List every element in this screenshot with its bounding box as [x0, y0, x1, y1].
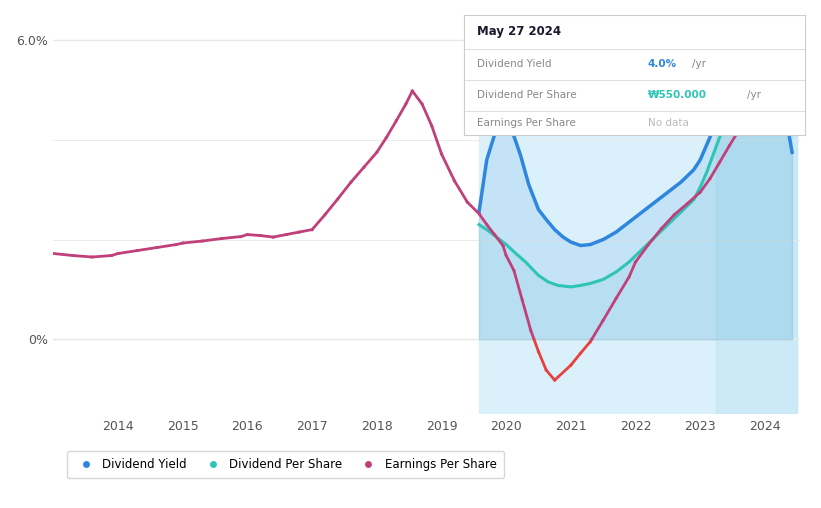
Text: /yr: /yr [692, 59, 706, 69]
Text: /yr: /yr [746, 90, 761, 100]
Legend: Dividend Yield, Dividend Per Share, Earnings Per Share: Dividend Yield, Dividend Per Share, Earn… [67, 451, 504, 478]
Text: Past: Past [718, 62, 743, 76]
Text: Dividend Per Share: Dividend Per Share [478, 90, 577, 100]
Text: May 27 2024: May 27 2024 [478, 25, 562, 38]
Text: Earnings Per Share: Earnings Per Share [478, 118, 576, 128]
Bar [717, 15, 797, 414]
Text: Dividend Yield: Dividend Yield [478, 59, 552, 69]
Text: No data: No data [648, 118, 689, 128]
Text: ₩550.000: ₩550.000 [648, 90, 707, 100]
Bar [479, 15, 797, 414]
Text: 4.0%: 4.0% [648, 59, 677, 69]
